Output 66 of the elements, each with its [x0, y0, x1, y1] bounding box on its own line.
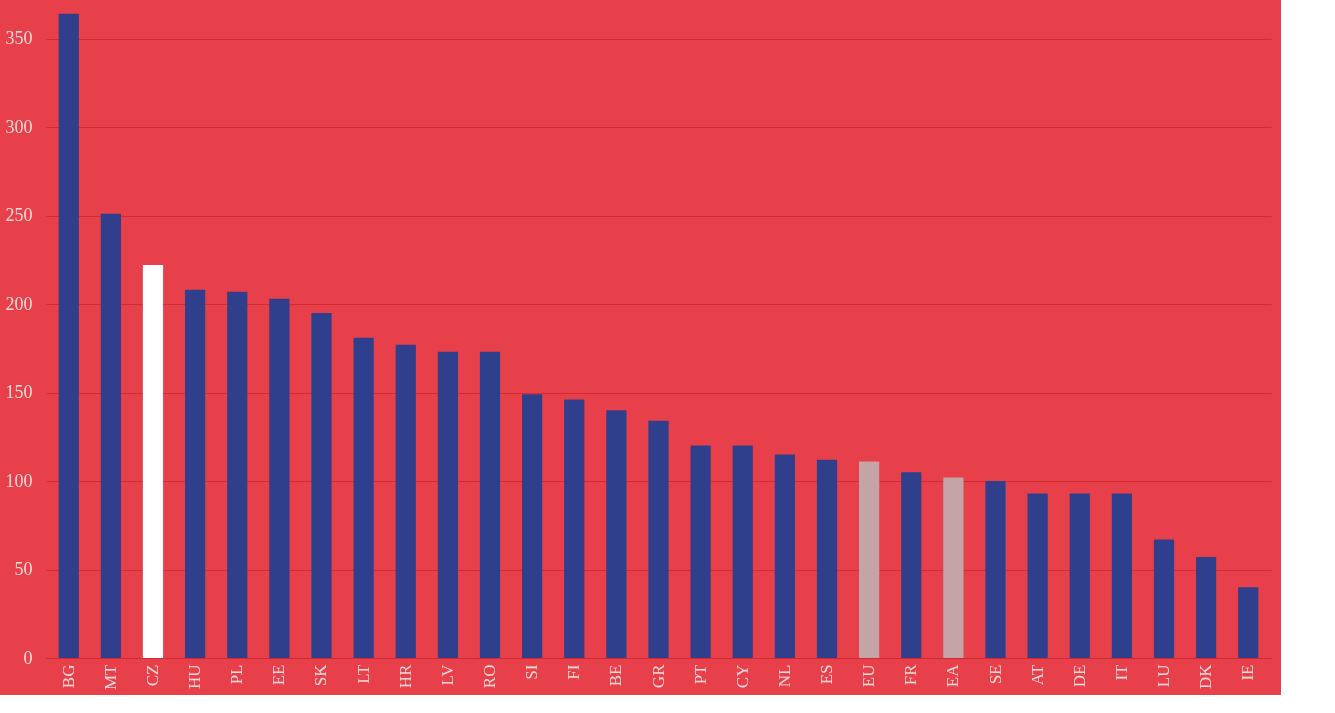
bar — [227, 291, 248, 658]
y-tick-label: 100 — [5, 470, 33, 491]
bar — [690, 445, 711, 658]
x-tick-label: HU — [185, 664, 205, 690]
bar — [1027, 493, 1048, 658]
bar — [816, 459, 838, 658]
y-tick-label: 300 — [5, 116, 33, 137]
bar — [606, 410, 627, 658]
bar — [859, 461, 880, 658]
x-tick-label: PL — [227, 664, 247, 685]
x-tick-label: DK — [1196, 663, 1216, 690]
y-tick-label: 150 — [5, 382, 33, 403]
x-tick-label: PT — [690, 663, 710, 685]
bar — [522, 394, 543, 658]
x-tick-label: AT — [1027, 663, 1047, 686]
x-tick-label: NL — [774, 664, 794, 688]
x-tick-label: IE — [1238, 664, 1258, 681]
x-tick-label: MT — [100, 663, 120, 690]
bar — [943, 477, 964, 658]
x-tick-label: EE — [269, 664, 289, 686]
x-tick-label: GR — [648, 663, 668, 689]
x-tick-label: LV — [437, 663, 457, 686]
bar — [479, 351, 501, 658]
bar — [269, 298, 290, 658]
x-tick-label: CY — [732, 664, 752, 689]
x-tick-label: SK — [311, 663, 331, 687]
x-tick-label: HR — [395, 663, 415, 689]
bar — [353, 337, 374, 658]
x-tick-label: CZ — [143, 664, 162, 687]
x-tick-label: LT — [353, 663, 373, 684]
y-tick-label: 200 — [5, 293, 33, 314]
bar — [311, 312, 332, 658]
bar — [774, 454, 795, 658]
x-tick-label: ES — [817, 664, 836, 685]
bar — [648, 420, 669, 658]
y-tick-label: 50 — [14, 559, 33, 580]
bar — [1238, 587, 1259, 658]
y-tick-label: 250 — [5, 205, 33, 226]
bar — [395, 344, 416, 658]
bar — [1153, 539, 1175, 658]
x-tick-label: RO — [480, 664, 499, 689]
x-tick-label: BE — [606, 664, 626, 687]
x-tick-label: FI — [564, 664, 584, 680]
x-tick-label: DE — [1069, 664, 1089, 688]
x-tick-label: FR — [901, 663, 921, 686]
bar — [185, 289, 206, 658]
bar — [437, 351, 458, 658]
y-tick-label: 0 — [23, 647, 33, 668]
bar — [1196, 557, 1217, 658]
bar — [1111, 493, 1132, 658]
bar — [732, 445, 753, 658]
x-tick-label: LU — [1154, 664, 1173, 688]
bar — [901, 472, 922, 658]
bar — [564, 399, 585, 658]
x-tick-label: EU — [859, 664, 879, 688]
x-tick-label: SI — [522, 664, 542, 680]
x-tick-label: EA — [943, 663, 963, 688]
x-tick-label: SE — [985, 664, 1005, 685]
x-tick-label: BG — [58, 664, 78, 689]
y-tick-label: 350 — [5, 28, 33, 49]
bar — [58, 13, 79, 658]
bar — [1069, 493, 1090, 658]
x-tick-label: IT — [1111, 663, 1131, 681]
bar — [100, 213, 121, 658]
bar — [142, 265, 164, 658]
bar — [985, 481, 1006, 658]
